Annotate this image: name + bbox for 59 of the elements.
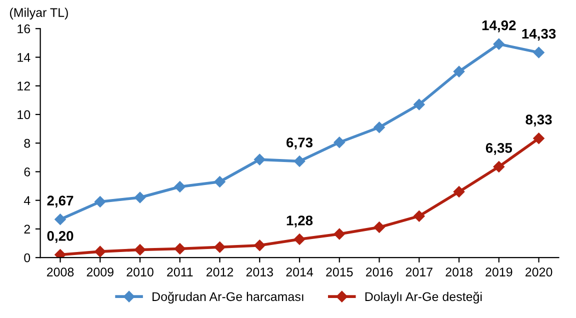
point <box>374 222 385 233</box>
legend-label: Dolaylı Ar-Ge desteği <box>365 292 482 304</box>
point <box>374 122 385 133</box>
point <box>533 132 544 144</box>
y-tick-label: 0 <box>24 253 30 262</box>
data-label: 2,67 <box>47 196 74 208</box>
point <box>493 161 505 172</box>
point <box>493 38 505 50</box>
point <box>334 136 346 148</box>
x-tick-label: 2017 <box>406 268 432 276</box>
y-tick-label: 10 <box>18 110 30 120</box>
data-label: 14,92 <box>482 20 516 32</box>
x-tick-label: 2018 <box>446 268 472 276</box>
point <box>414 98 425 110</box>
data-label: 14,33 <box>522 28 556 41</box>
x-tick-label: 2011 <box>167 268 193 276</box>
point <box>174 181 186 192</box>
data-label: 8,33 <box>526 114 552 127</box>
data-label: 6,35 <box>486 143 512 155</box>
point <box>533 46 544 58</box>
point <box>294 156 306 167</box>
x-tick-label: 2008 <box>46 268 74 276</box>
data-label: 0,20 <box>47 231 74 243</box>
point <box>453 186 465 198</box>
y-tick-label: 12 <box>18 82 30 90</box>
point <box>94 246 106 258</box>
data-label: 1,28 <box>286 216 313 228</box>
legend-label: Doğrudan Ar-Ge harcaması <box>152 292 304 304</box>
y-tick-label: 8 <box>24 138 30 148</box>
point <box>214 176 226 188</box>
point <box>254 240 266 252</box>
point <box>94 196 106 208</box>
x-tick-label: 2012 <box>206 268 234 276</box>
y-axis-title: (Milyar TL) <box>10 8 68 20</box>
x-tick-label: 2010 <box>126 268 154 276</box>
y-tick-label: 2 <box>24 224 30 234</box>
y-tick-label: 16 <box>18 24 30 34</box>
x-tick-label: 2009 <box>86 268 114 276</box>
y-tick-label: 6 <box>24 168 30 176</box>
x-tick-label: 2019 <box>486 268 512 276</box>
y-tick-label: 4 <box>24 196 30 205</box>
point <box>174 243 186 254</box>
point <box>453 66 465 78</box>
x-tick-label: 2020 <box>526 268 552 276</box>
x-tick-label: 2013 <box>246 268 273 276</box>
x-tick-label: 2014 <box>286 268 314 276</box>
point <box>134 192 146 204</box>
point <box>334 228 346 240</box>
point <box>54 214 66 225</box>
point <box>214 242 226 253</box>
point <box>254 154 266 166</box>
x-tick-label: 2016 <box>366 268 393 276</box>
point <box>54 249 66 258</box>
x-tick-label: 2015 <box>326 268 353 276</box>
point <box>294 234 306 245</box>
data-label: 6,73 <box>286 138 313 150</box>
y-tick-label: 14 <box>18 53 30 62</box>
point <box>414 210 425 222</box>
point <box>134 244 146 256</box>
